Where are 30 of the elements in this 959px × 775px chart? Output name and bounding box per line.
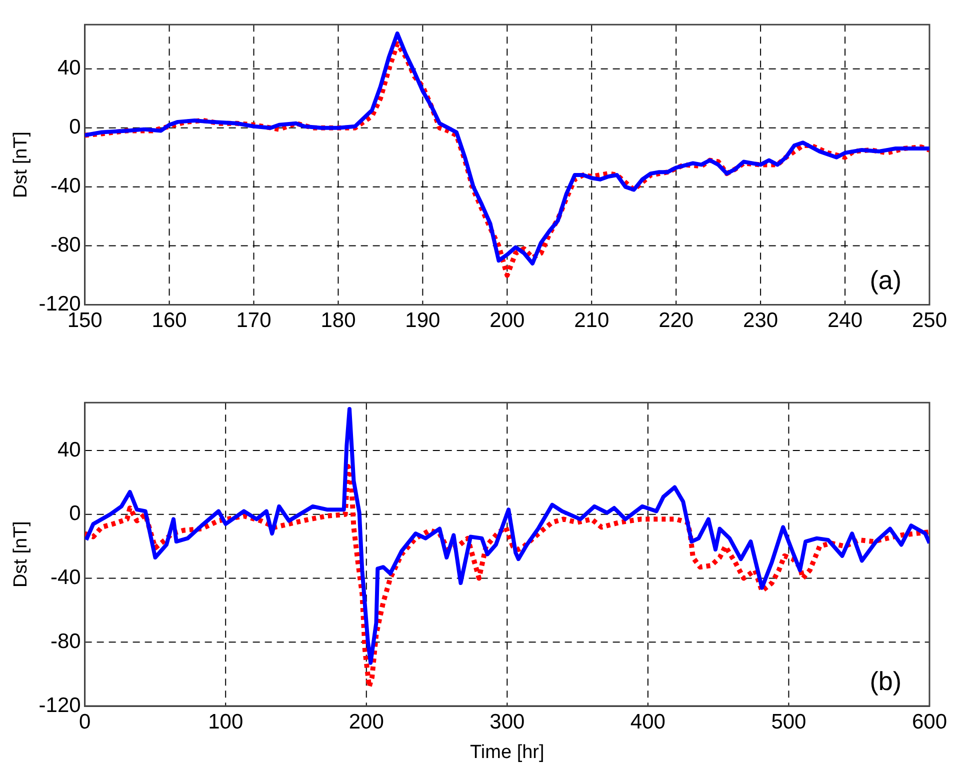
y-tick-label: -80 <box>50 234 81 257</box>
x-tick-label: 100 <box>208 710 244 734</box>
x-tick-label: 170 <box>236 309 272 332</box>
y-tick-label: 0 <box>69 116 81 139</box>
x-tick-label: 210 <box>574 309 610 332</box>
y-tick-label: 0 <box>69 502 81 526</box>
annotation: (a) <box>870 264 902 295</box>
x-tick-label: 600 <box>912 710 948 734</box>
y-tick-label: 40 <box>57 56 81 80</box>
x-tick-label: 180 <box>320 309 356 332</box>
y-tick-label: -120 <box>38 694 81 717</box>
x-tick-label: 200 <box>348 710 384 734</box>
x-tick-label: 300 <box>490 710 525 734</box>
y-tick-label: 40 <box>57 438 81 462</box>
x-tick-label: 160 <box>152 309 187 332</box>
x-tick-label: 400 <box>630 710 666 734</box>
y-tick-label: -40 <box>50 174 81 198</box>
y-tick-label: -40 <box>50 566 81 590</box>
x-tick-label: 240 <box>827 309 863 332</box>
x-tick-label: 500 <box>771 710 806 734</box>
y-axis-title: Dst [nT] <box>10 521 32 588</box>
y-tick-label: -80 <box>50 630 81 653</box>
x-axis-title: Time [hr] <box>470 742 544 763</box>
x-tick-label: 200 <box>490 309 525 332</box>
x-tick-label: 190 <box>405 309 440 332</box>
x-tick-label: 230 <box>743 309 778 332</box>
y-axis-title: Dst [nT] <box>10 131 32 198</box>
x-tick-label: 220 <box>658 309 694 332</box>
annotation: (b) <box>870 666 902 696</box>
x-tick-label: 250 <box>912 309 948 332</box>
